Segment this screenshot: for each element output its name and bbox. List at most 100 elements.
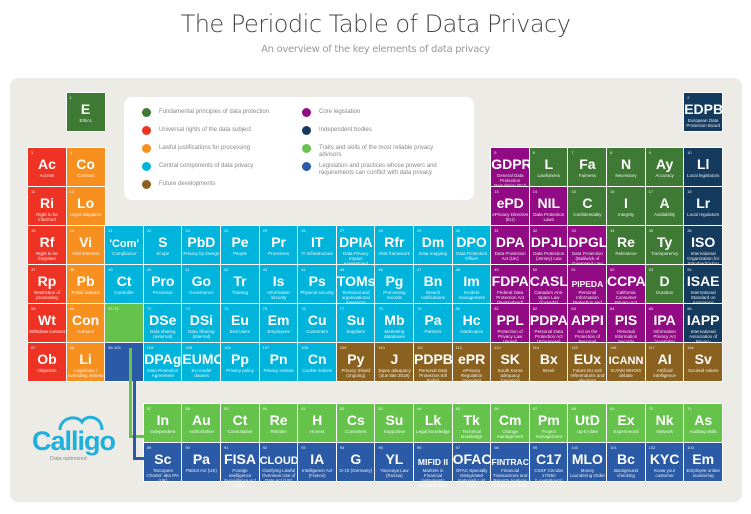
element-number: 54 [687,267,692,272]
element-symbol: PIS [614,312,638,328]
element-number: 86 [687,306,692,311]
element-symbol: J [390,351,399,367]
element-symbol: Su [385,412,404,428]
legend-dot-icon [142,108,151,117]
element-symbol: Nk [655,412,674,428]
element-number: 91 [224,445,229,450]
element-tr: 42 Tr Training [220,264,260,304]
element-name: Controller [114,290,134,295]
element-name: Personal Data Protection Bill (India) [418,368,448,383]
element-number: 94 [339,445,345,450]
element-number: 77 [339,306,345,311]
element-pipeda: 51 PIPEDA Personal Information Protection … [567,264,608,315]
element-name: Processes [268,251,290,256]
element-rp: 37 Rp Restriction of processing [27,264,67,304]
element-symbol: Bn [423,273,443,289]
element-name: Patriot Act (US) [185,468,217,473]
element-number: 59 [224,406,229,411]
element-symbol: Pn [269,351,288,367]
element-name: Experienced [613,429,639,434]
element-im: 48 Im Incident management [451,264,492,304]
element-number: 2 [687,95,690,100]
element-name: Consultative [227,429,253,434]
element-bn: 47 Bn Breach notifications [413,264,453,304]
element-symbol: Pm [537,412,560,428]
element-fdpa: 49 FDPA Federal Data Protection Act (Switz… [490,264,531,305]
element-dse: 72 DSe Data sharing (external) [142,303,183,343]
element-symbol: Cn [307,351,327,367]
element-name: Public interest [71,290,100,295]
element-is: 43 Is Information security [258,264,299,304]
element-number: 46 [378,267,383,272]
element-number: 51 [571,267,576,272]
legend-dot-icon [302,144,311,153]
element-cm: 66 Cm Change management [490,403,531,443]
element-number: 50 [532,267,538,272]
element-symbol: UtD [574,412,600,428]
element-number: 31 [494,228,499,233]
element-name: Data Protection (Bailiwick of Guernsey) … [571,251,603,266]
element-number: 10 [687,150,692,155]
element-symbol: IT [310,234,324,250]
element-name: People [232,251,247,256]
element-symbol: IAPP [686,312,720,328]
legend-dot-icon [302,108,311,117]
element-number: 118 [687,345,694,350]
element-name: Consent [77,329,94,334]
element-symbol: Cu [307,312,327,328]
traits-connector-vertical [129,348,132,438]
element-number: 97 [455,445,461,450]
element-name: Withdraw consent [29,329,65,334]
element-number: 75 [262,306,268,311]
element-name: Data Sharing (internal) [188,329,215,339]
element-symbol: D [659,273,670,289]
element-number: 56 [69,306,75,311]
element-name: Japan adequacy (due late 2018) [377,368,411,378]
element-number: 3 [31,150,34,155]
element-number: 52 [610,267,615,272]
element-number: 80 [455,306,461,311]
element-symbol: Lk [424,412,442,428]
element-number: 96 [417,445,422,450]
element-mlo: 100 MLO Money Laundering Order [567,442,608,482]
element-number: 7 [571,150,574,155]
element-number: 101 [610,445,617,450]
element-number: 106 [224,345,231,350]
element-number: 108 [301,345,308,350]
element-name: Customers [306,329,329,334]
element-d: 53 D Duration [644,264,685,304]
element-bc: 101 Bc Background checking [606,442,646,482]
element-dsi: 73 DSi Data Sharing (internal) [181,303,222,343]
legend-label: Core legislation [319,109,361,115]
element-symbol: OFAC [452,451,492,467]
element-symbol: AI [657,351,672,367]
element-symbol: Lo [77,195,95,211]
element-symbol: Vi [79,234,93,250]
element-number: 16 [610,189,615,194]
element-name: Know your customer [653,468,676,478]
element-symbol: DSi [189,312,214,328]
element-name: Suppliers [346,329,366,334]
legend-item-future: Future developments [142,180,302,189]
element-ay: 9 Ay Accuracy [644,147,685,187]
element-symbol: E [80,101,91,117]
element-number: 30 [455,228,461,233]
element-name: Local regulators [687,212,720,217]
element-name: Legal knowledge [416,429,450,434]
element-dpag: 104 DPAg Data Protection Agreement [142,342,183,382]
element-name: Necessary [615,173,637,178]
element-yl: 95 YL Yarovaya Law (Russia) [374,442,415,482]
element-number: 63 [378,406,383,411]
element-symbol: DSe [149,312,177,328]
element-name: Canada's Anti-Spam Law (Canada) [534,290,564,305]
element-symbol: DPGL [568,234,608,250]
element-ccpa: 52 CCPA California Consumer Privacy Act [606,264,646,305]
element-symbol: Pr [271,234,286,250]
element-number: 113 [494,345,501,350]
element-symbol: Pro [151,273,175,289]
element-name: Scope [156,251,170,256]
element-number: 109 [339,345,347,350]
element-symbol: Pa [424,312,442,328]
element-number: 24 [224,228,229,233]
